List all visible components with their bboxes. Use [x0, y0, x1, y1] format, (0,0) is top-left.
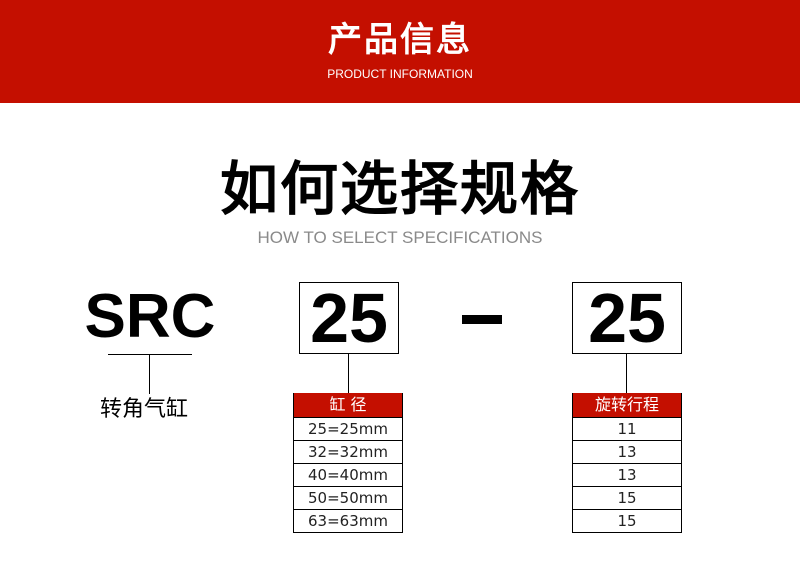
bore-value: 25 — [310, 279, 388, 357]
table-row: 25=25mm — [294, 417, 402, 440]
stroke-value-box: 25 — [572, 282, 682, 354]
bore-connector — [348, 354, 349, 393]
header-banner — [0, 0, 800, 103]
stroke-table-header: 旋转行程 — [573, 393, 681, 417]
bore-table-header: 缸 径 — [294, 393, 402, 417]
stroke-table: 旋转行程 11 13 13 15 15 — [572, 393, 682, 533]
separator-dash — [462, 315, 502, 324]
header-subtitle: PRODUCT INFORMATION — [327, 67, 473, 81]
model-code: SRC — [84, 282, 216, 351]
stroke-connector — [626, 354, 627, 393]
table-row: 11 — [573, 417, 681, 440]
stroke-value: 25 — [588, 279, 666, 357]
bore-value-box: 25 — [299, 282, 399, 354]
model-label: 转角气缸 — [100, 397, 189, 422]
section-subtitle: HOW TO SELECT SPECIFICATIONS — [257, 228, 543, 247]
bore-table: 缸 径 25=25mm 32=32mm 40=40mm 50=50mm 63=6… — [293, 393, 403, 533]
header-title: 产品信息 — [328, 20, 472, 60]
table-row: 15 — [573, 509, 681, 532]
table-row: 15 — [573, 486, 681, 509]
table-row: 13 — [573, 440, 681, 463]
model-connector — [149, 354, 150, 394]
table-row: 32=32mm — [294, 440, 402, 463]
model-underline — [108, 354, 192, 355]
table-row: 63=63mm — [294, 509, 402, 532]
table-row: 50=50mm — [294, 486, 402, 509]
section-title: 如何选择规格 — [219, 155, 580, 223]
table-row: 40=40mm — [294, 463, 402, 486]
table-row: 13 — [573, 463, 681, 486]
